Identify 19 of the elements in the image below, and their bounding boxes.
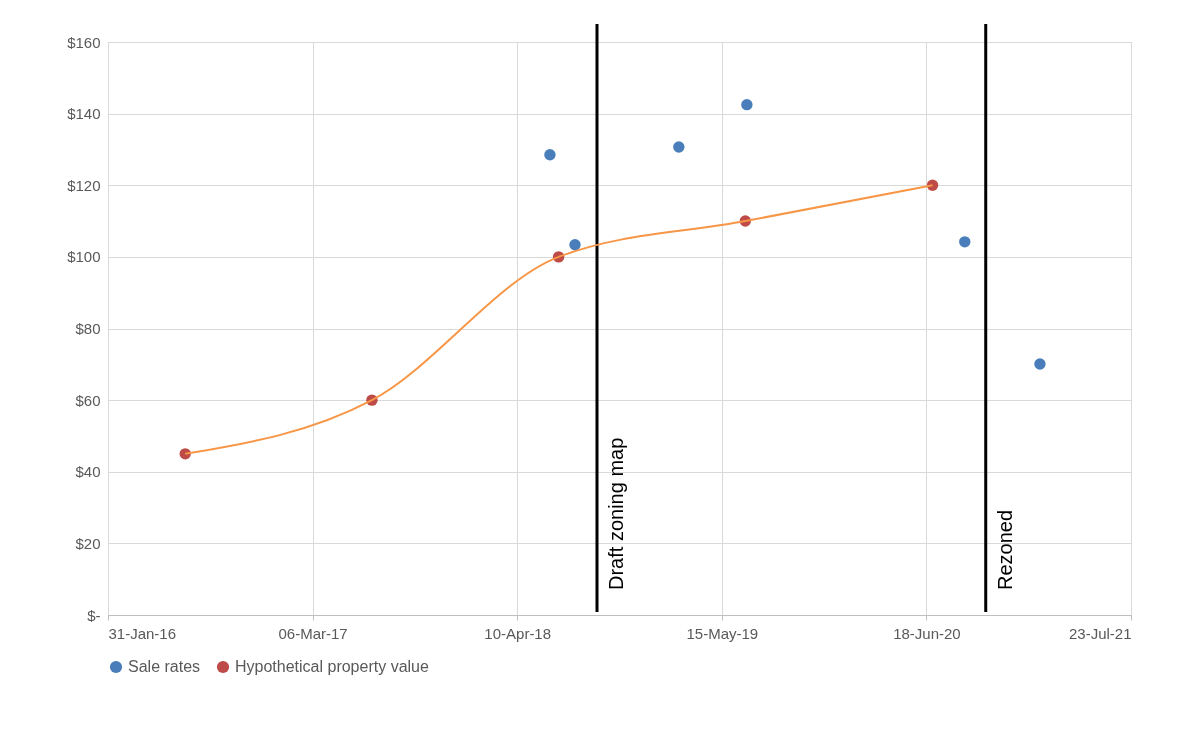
y-tick-label: $100 [67,248,101,266]
y-tick-label: $40 [75,463,101,481]
ref-line-label: Draft zoning map [604,437,627,590]
y-tick-label: $20 [75,534,101,552]
x-tick-label: 31-Jan-16 [108,624,177,642]
x-tick-label: 10-Apr-18 [484,624,552,642]
x-tick-label: 18-Jun-20 [893,624,961,642]
y-tick-label: $60 [75,391,101,409]
x-tick-label: 06-Mar-17 [278,624,348,642]
ref-line-label: Rezoned [993,509,1016,590]
legend-label: Hypothetical property value [235,658,429,675]
y-tick-label: $- [87,606,101,624]
y-tick-label: $80 [75,320,101,337]
x-tick-label: 15-May-19 [686,624,759,642]
y-tick-label: $140 [67,105,101,123]
legend-label: Sale rates [128,658,201,675]
y-tick-label: $120 [67,176,101,194]
y-tick-label: $160 [67,33,101,51]
x-tick-label: 23-Jul-21 [1068,624,1132,642]
